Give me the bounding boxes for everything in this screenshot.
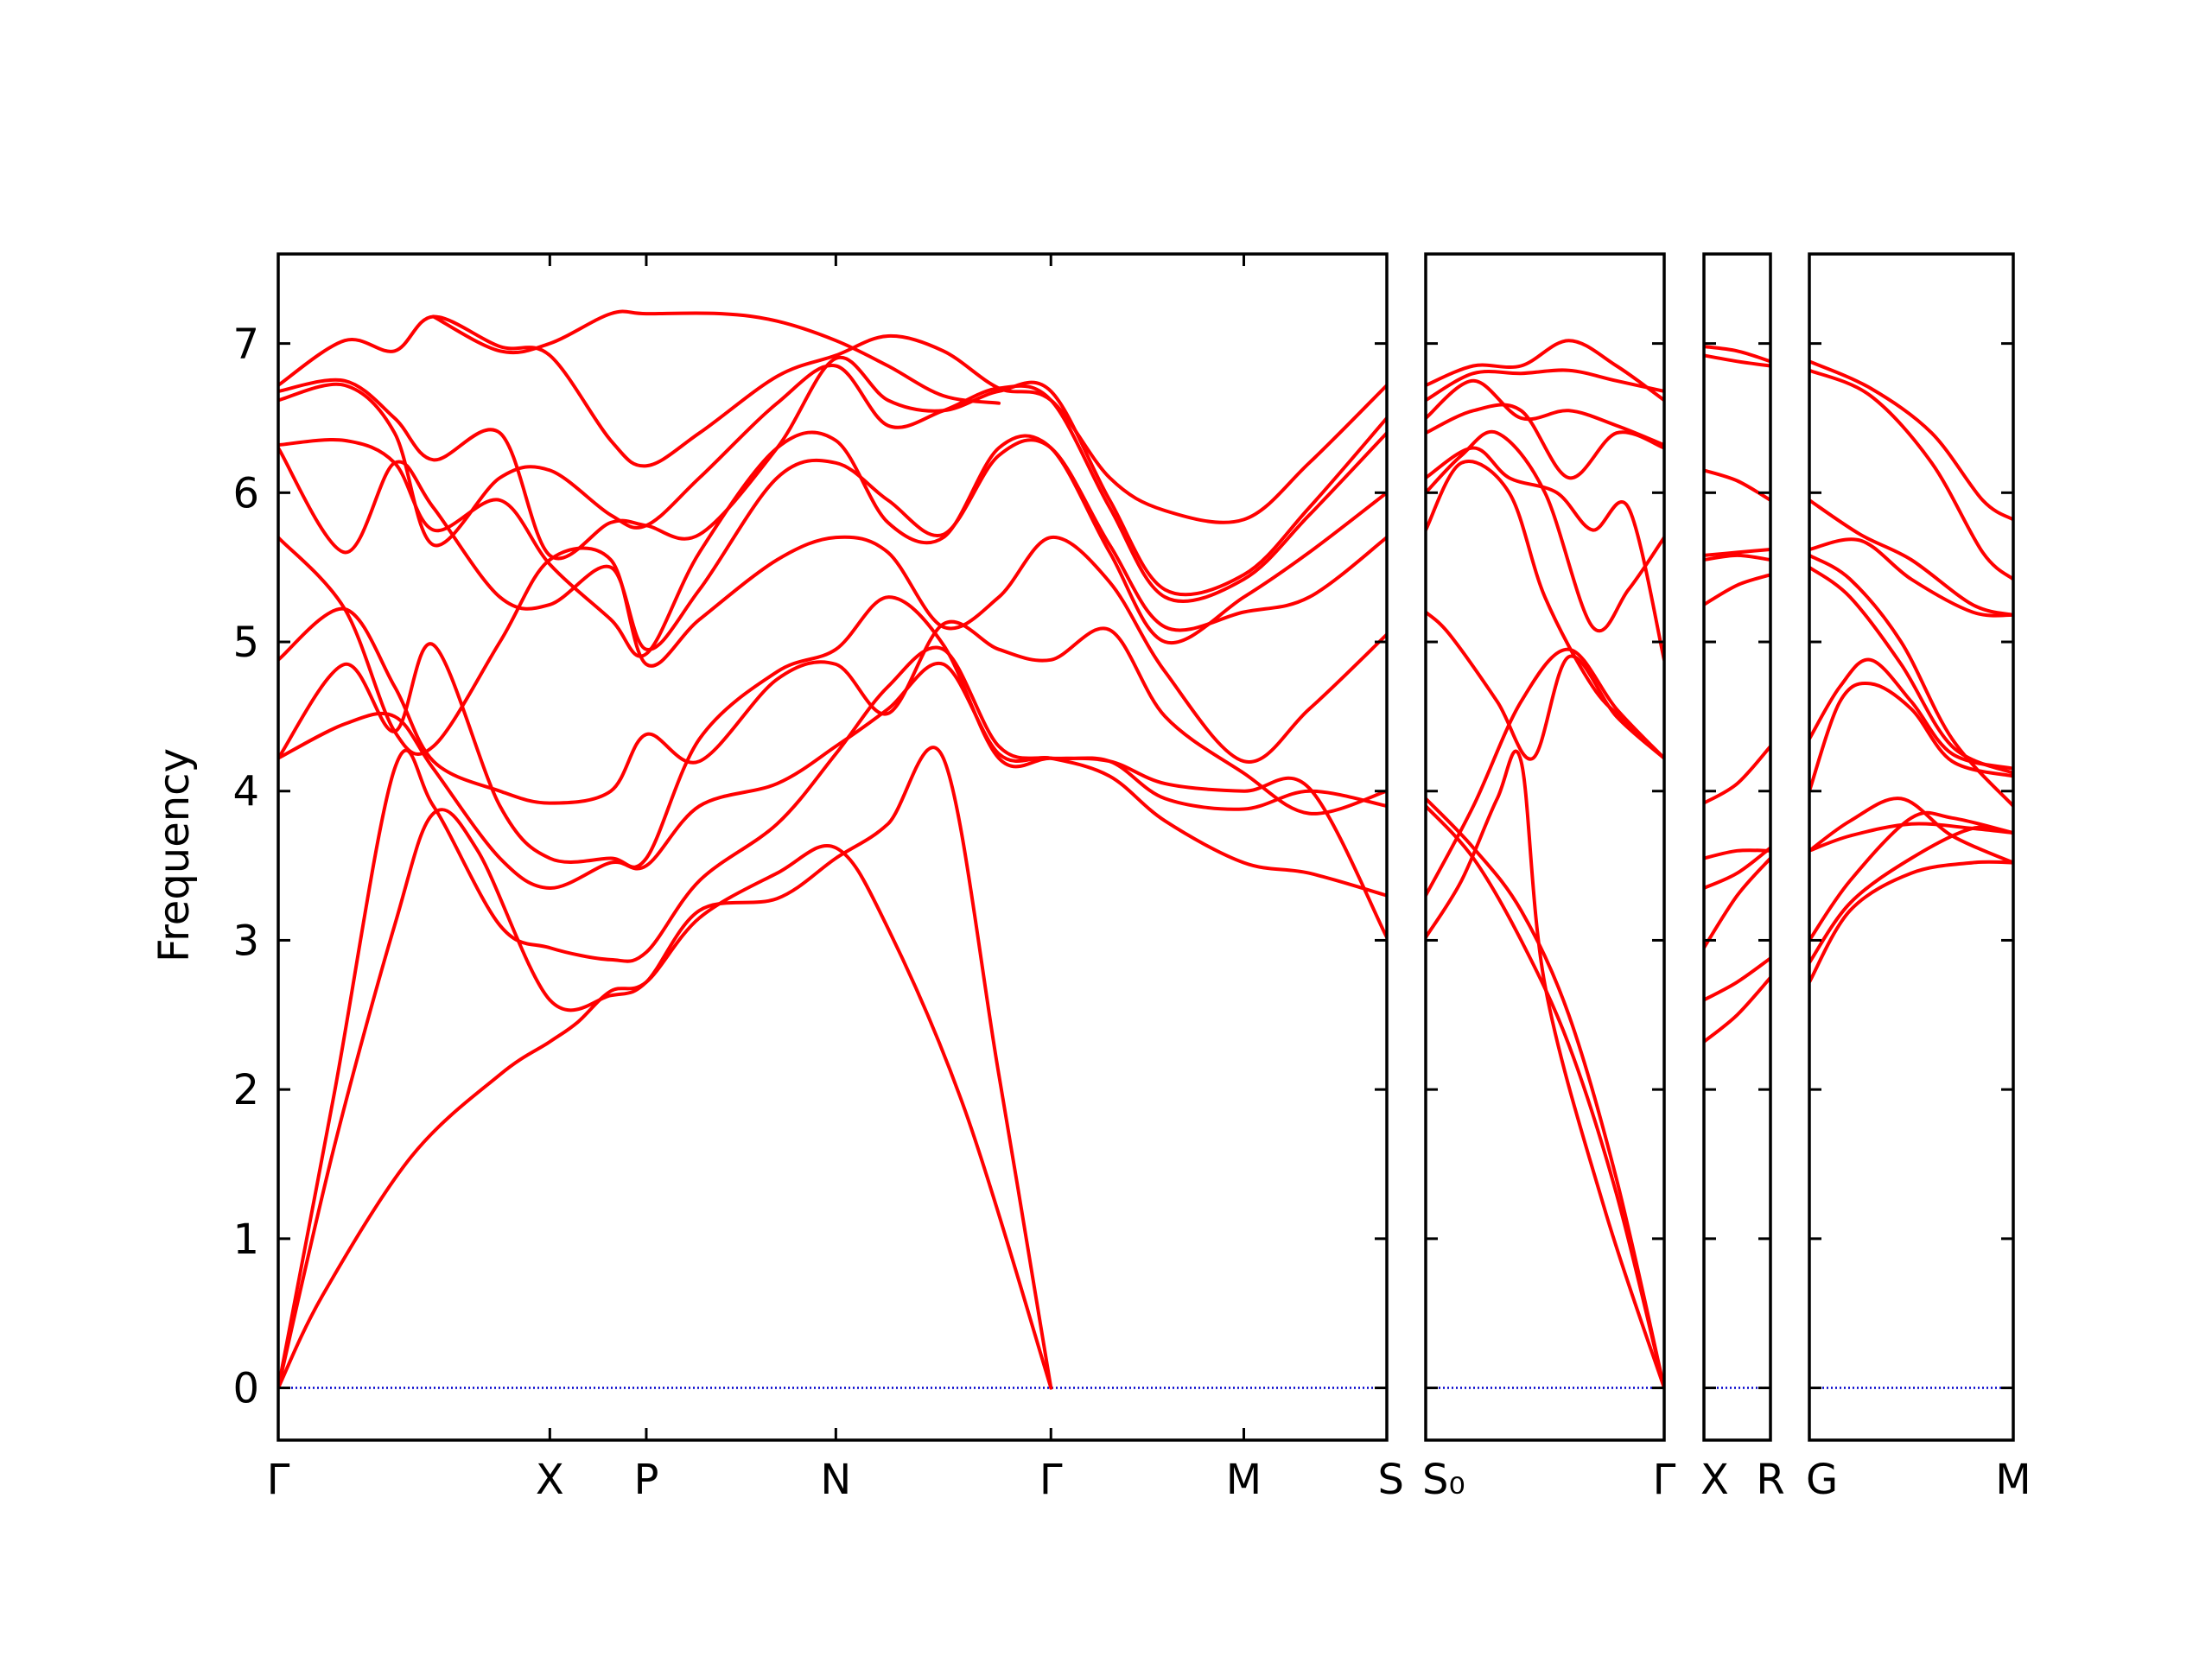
x-tick-label: Γ [267,1456,290,1504]
x-tick-label: R [1756,1456,1784,1504]
y-tick-label: 5 [232,619,259,667]
band-line-12 [1809,368,2013,581]
band-line-1 [1809,860,2013,984]
bands-group [1426,339,1664,1390]
band-line-12 [278,314,1387,524]
y-tick-label: 6 [232,469,259,517]
band-line-7 [1704,573,1770,606]
band-line-9 [278,430,1387,658]
band-line-5 [1809,797,2013,865]
band-line-7 [1809,657,2013,771]
x-tick-label: Γ [1653,1456,1676,1504]
y-tick-label: 2 [232,1066,259,1114]
panel-frame [276,252,1389,1442]
band-line-2 [1704,956,1770,1002]
band-line-5 [1426,610,1664,761]
band-line-4 [1426,647,1664,898]
band-line-3 [1809,810,2013,943]
band-line-2 [1809,825,2013,965]
x-tick-label: Γ [1039,1456,1063,1504]
panel-frame [1424,252,1666,1442]
band-line-9 [1809,553,2013,808]
band-line-1 [1426,804,1664,1390]
band-line-11 [1426,368,1664,403]
band-line-11 [1704,353,1770,368]
band-line-7 [278,535,1387,764]
band-line-13 [1809,359,2013,522]
band-line-6 [278,606,1387,816]
band-line-3 [278,645,1387,1390]
x-tick-label: M [1995,1456,2031,1504]
band-line-4 [1809,822,2013,853]
x-tick-label: N [820,1456,851,1504]
band-line-8 [1809,565,2013,775]
band-line-9 [1704,548,1770,557]
band-line-8 [278,438,1387,651]
band-line-10 [278,364,1387,603]
band-line-8 [1426,446,1664,662]
band-line-10 [1704,468,1770,502]
band-line-2 [1426,797,1664,1390]
band-line-9 [1426,403,1664,480]
band-line-4 [278,661,1387,898]
panel-frame [1702,252,1772,1442]
bands-group [278,309,1387,1390]
x-tick-label: S₀ [1422,1456,1465,1504]
band-line-6 [1809,682,2013,793]
band-panel-1: 0 1 2 3 4 5 6 7 Γ X P N Γ M S [232,252,1404,1504]
x-tick-label: X [1700,1456,1729,1504]
bands-group [1809,359,2013,984]
band-line-7 [1426,429,1664,633]
x-tick-label: P [633,1456,658,1504]
band-line-10 [1809,537,2013,618]
band-line-8 [1704,553,1770,562]
y-tick-label: 1 [232,1216,259,1264]
x-tick-label: X [536,1456,564,1504]
x-tick-label: S [1378,1456,1404,1504]
bands-group [1704,345,1770,1044]
band-line-5 [278,595,1387,939]
band-line-1 [1704,975,1770,1044]
band-line-6 [1704,744,1770,805]
band-line-13 [431,309,1001,405]
y-axis-label: Frequency [150,748,199,962]
y-tick-label: 0 [232,1365,259,1413]
y-tick-label: 7 [232,321,259,369]
band-line-12 [1426,339,1664,403]
band-line-6 [1426,460,1664,760]
panel-frame [1808,252,2015,1442]
band-line-11 [278,355,1387,597]
band-line-4 [1704,846,1770,890]
x-tick-label: G [1806,1456,1838,1504]
y-tick-label: 3 [232,917,259,965]
band-line-12 [1704,345,1770,364]
band-line-10 [1426,378,1664,447]
band-line-11 [1809,498,2013,617]
band-line-3 [1704,856,1770,950]
band-line-3 [1426,749,1664,1390]
y-tick-label: 4 [232,768,259,816]
band-panel-2: S₀ Γ [1422,252,1676,1504]
band-line-2 [278,746,1053,1390]
x-tick-label: M [1226,1456,1262,1504]
band-line-5 [1704,848,1770,860]
